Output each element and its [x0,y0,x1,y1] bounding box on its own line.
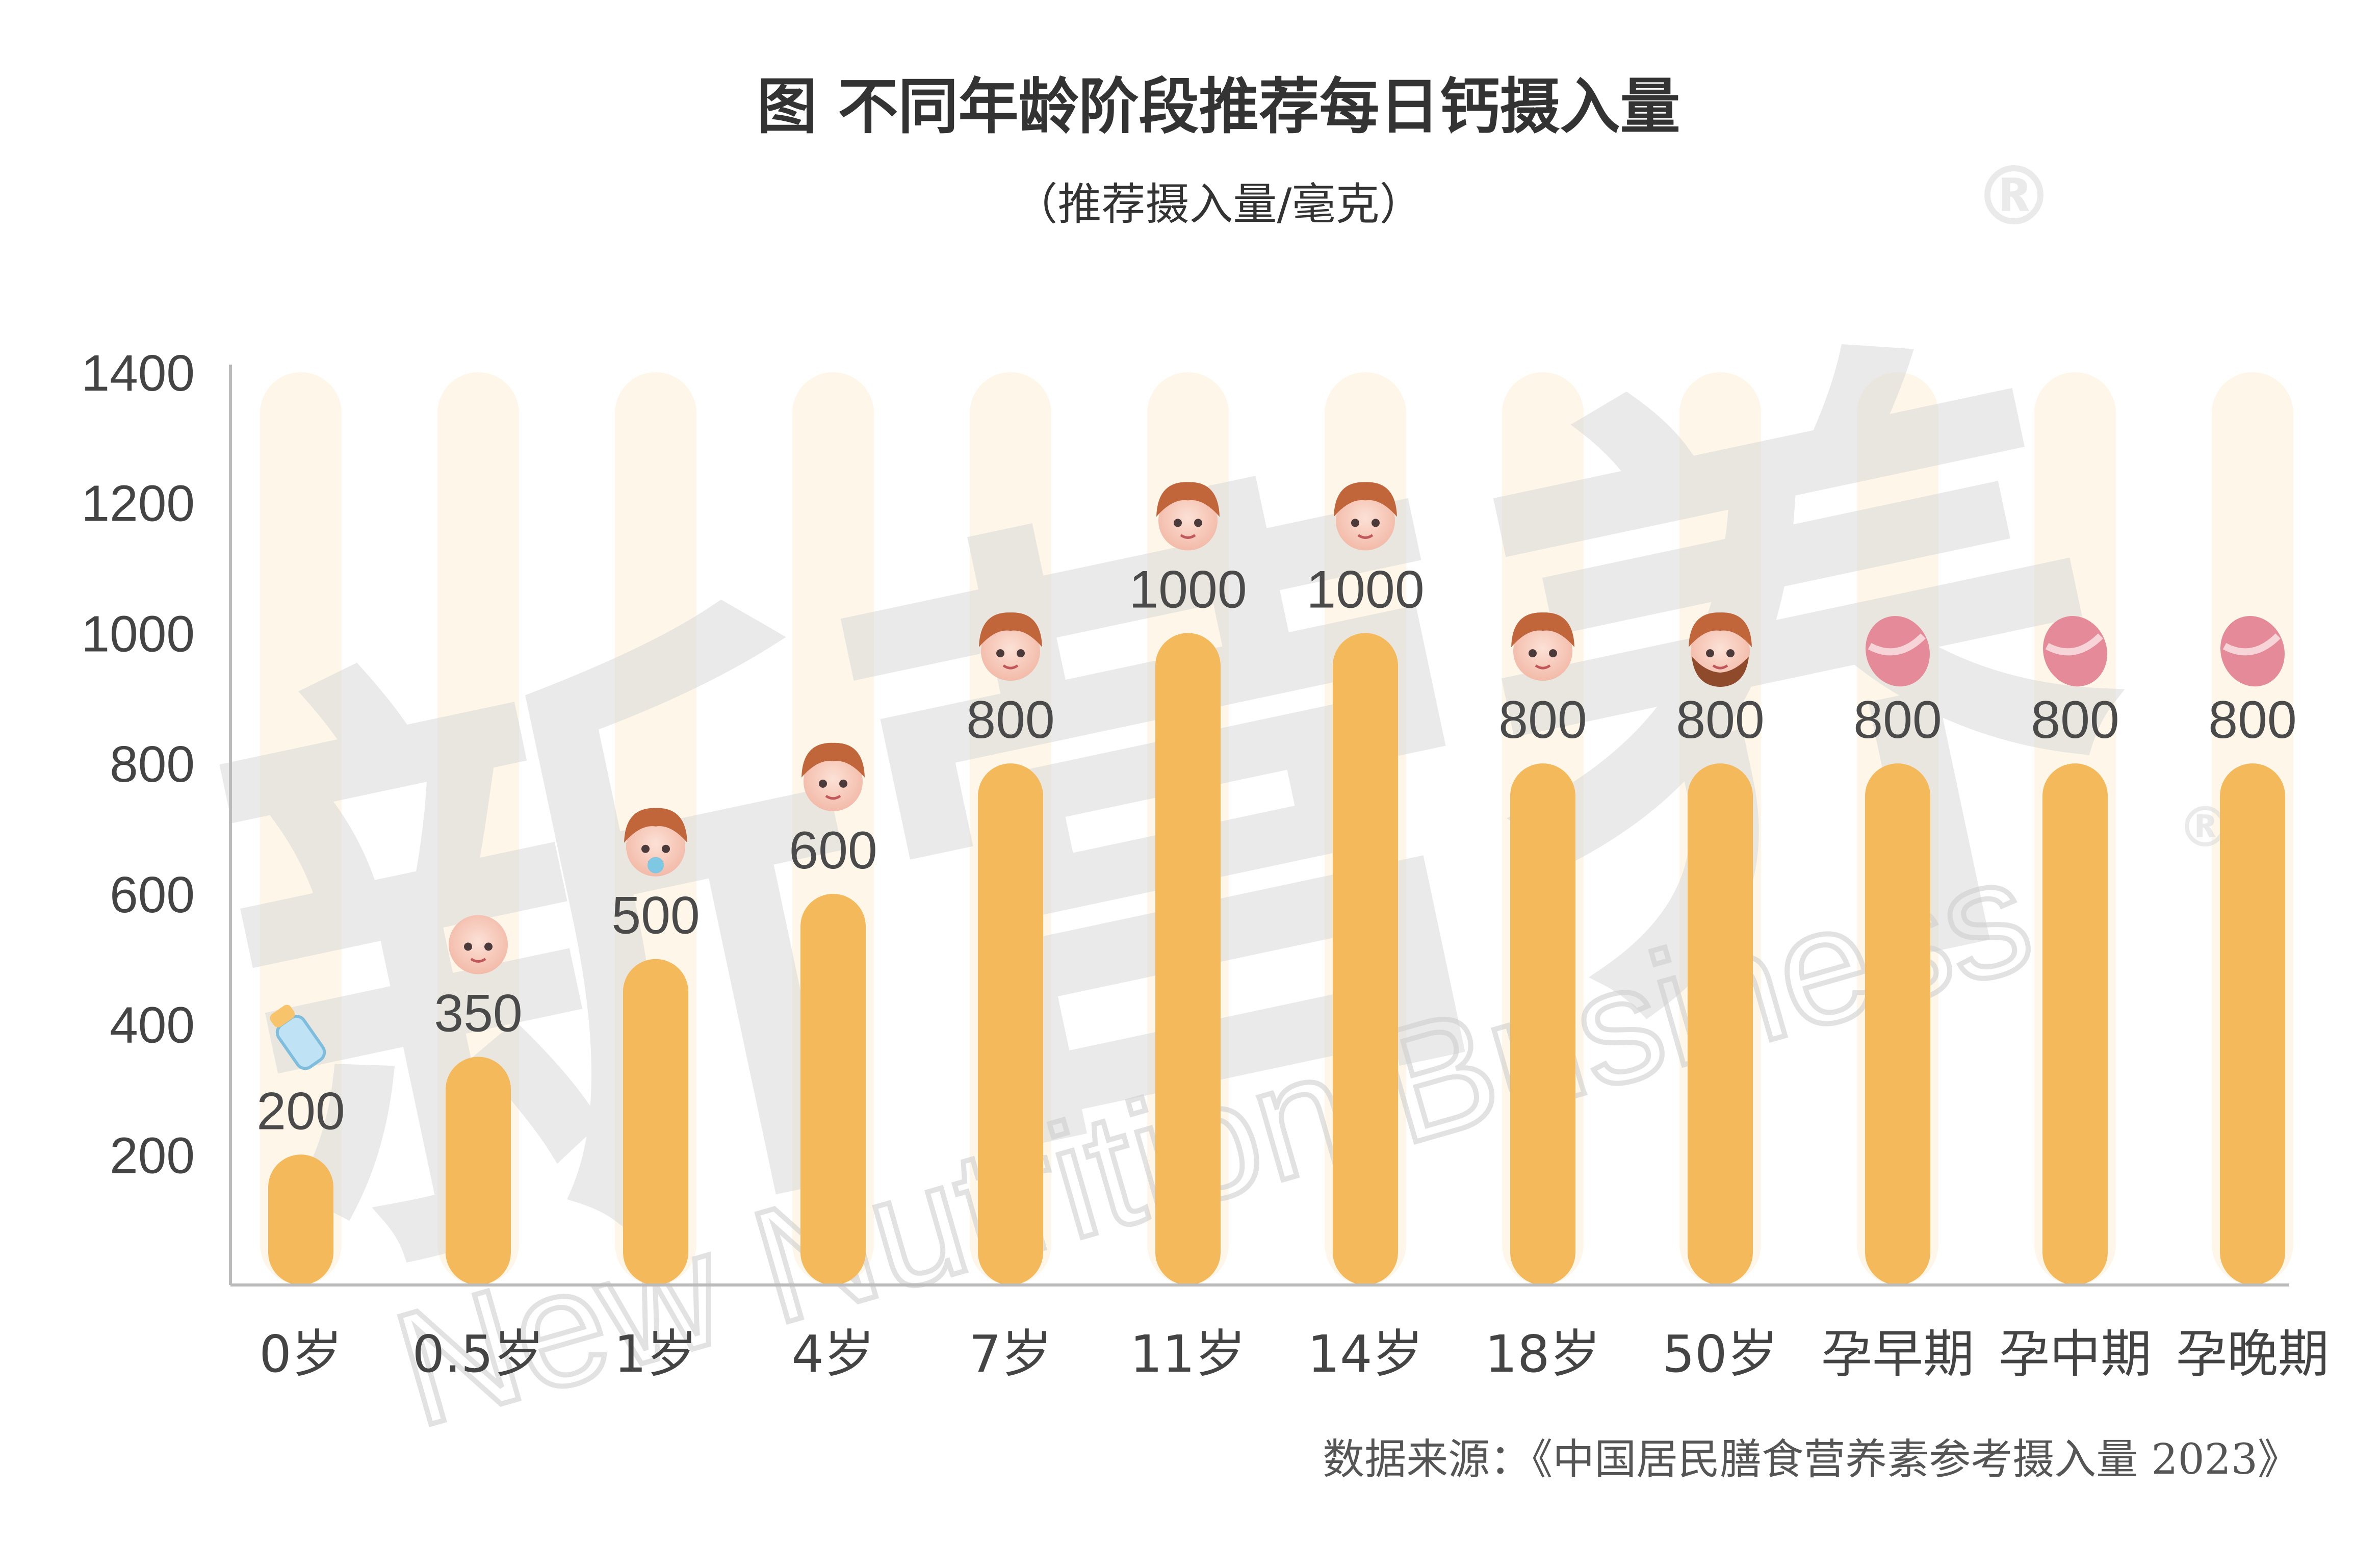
x-category-label: 4岁 [791,1324,875,1384]
data-label: 800 [2031,690,2119,750]
data-label: 800 [1676,690,1765,750]
bar-icons [270,482,2285,1070]
y-tick-label: 400 [110,997,195,1054]
x-category-label: 孕晚期 [2176,1324,2329,1384]
bar [978,763,1043,1285]
boy-face-icon [1156,482,1220,551]
data-label: 350 [434,984,523,1043]
chart-subtitle: （推荐摄入量/毫克） [1014,179,1424,230]
bar [2042,763,2108,1285]
watermark-mark-top: ® [1973,148,2055,244]
x-category-label: 18岁 [1485,1324,1600,1384]
data-label: 800 [2208,690,2297,750]
bar-track [437,372,519,1285]
data-labels: 200 350 500 600 800 1000 1000 800 800 800 800 800 [256,560,2297,1141]
chart-title: 图 不同年龄阶段推荐每日钙摄入量 [757,71,1680,142]
y-tick-label: 200 [110,1127,195,1184]
y-tick-label: 1200 [82,475,195,532]
x-category-label: 0岁 [259,1324,343,1384]
x-category-label: 14岁 [1307,1324,1423,1384]
pregnant-belly-icon [2220,616,2285,687]
data-label: 800 [1498,690,1587,750]
data-label: 1000 [1306,560,1424,619]
data-label: 1000 [1129,560,1247,619]
axes [229,365,2289,1287]
data-label: 800 [1853,690,1942,750]
child-face-icon [801,742,865,811]
bars [268,633,2285,1285]
pregnant-belly-icon [1866,616,1930,687]
data-label: 200 [256,1082,345,1141]
bar [1333,633,1398,1285]
bar [2220,763,2285,1285]
data-label: 600 [789,821,877,880]
bar [1155,633,1221,1285]
x-category-label: 50岁 [1662,1324,1778,1384]
x-categories: 0岁 0.5岁 1岁 4岁 7岁 11岁 14岁 18岁 50岁 孕早期 孕中期 孕晚期 [259,1324,2329,1384]
bar [1510,763,1575,1285]
y-tick-label: 600 [110,866,195,923]
x-category-label: 0.5岁 [412,1324,544,1384]
bar [268,1154,333,1285]
x-category-label: 7岁 [969,1324,1052,1384]
y-tick-label: 1400 [82,345,195,402]
bar [1688,763,1753,1285]
bearded-man-face-icon [1689,612,1752,687]
baby-bottle-icon [270,1005,326,1070]
data-label: 500 [611,886,700,945]
y-ticks: 200 400 600 800 1000 1200 1400 [82,345,195,1184]
y-tick-label: 800 [110,736,195,793]
source-note: 数据来源：《中国居民膳食营养素参考摄入量 2023》 [1323,1435,2299,1484]
bar [1865,763,1930,1285]
x-category-label: 孕早期 [1821,1324,1974,1384]
data-label: 800 [966,690,1055,750]
bar [800,893,866,1285]
bar [446,1057,511,1285]
adult-face-icon [1511,612,1574,681]
pregnant-belly-icon [2043,616,2107,687]
bar [623,959,688,1285]
y-tick-label: 1000 [82,605,195,662]
child-face-icon [979,612,1042,681]
x-category-label: 孕中期 [1999,1324,2152,1384]
teen-face-icon [1334,482,1397,551]
baby-face-icon [624,808,687,877]
infant-face-icon [449,915,508,974]
x-category-label: 1岁 [614,1324,697,1384]
x-category-label: 11岁 [1130,1324,1246,1384]
